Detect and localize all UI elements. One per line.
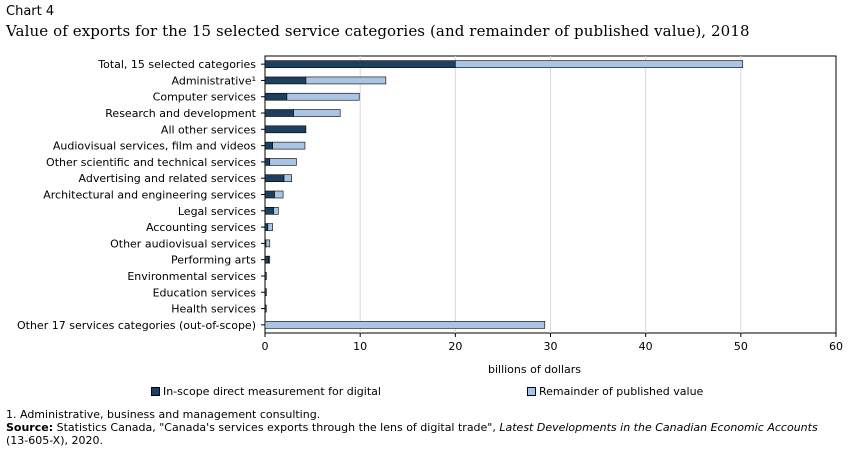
y-category-label: Performing arts xyxy=(171,254,256,267)
y-category-label: Education services xyxy=(153,286,257,299)
legend-swatch-remainder xyxy=(527,387,536,396)
bar-remainder xyxy=(286,92,360,101)
y-category-label: Research and development xyxy=(105,107,256,120)
x-tick-label: 50 xyxy=(734,340,748,353)
y-category-label: Other 17 services categories (out-of-sco… xyxy=(17,319,256,332)
bar-remainder xyxy=(293,109,341,117)
legend-label-remainder: Remainder of published value xyxy=(539,385,704,398)
bar-in-scope xyxy=(264,190,275,199)
bar-remainder xyxy=(305,76,387,85)
bar-in-scope xyxy=(264,60,456,68)
source-line: Source: Statistics Canada, "Canada's ser… xyxy=(6,421,846,434)
bar-remainder xyxy=(272,141,306,150)
bar-in-scope xyxy=(264,76,307,85)
bar-in-scope xyxy=(264,174,285,183)
catalogue-number: (13-605-X), 2020. xyxy=(6,434,103,447)
bar-remainder xyxy=(265,288,267,297)
publication-title: Latest Developments in the Canadian Econ… xyxy=(499,421,818,434)
bar-remainder xyxy=(265,304,267,313)
y-category-label: All other services xyxy=(161,123,256,136)
x-tick-label: 30 xyxy=(544,340,558,353)
y-category-label: Advertising and related services xyxy=(79,172,257,185)
bar-remainder xyxy=(268,255,271,264)
y-category-label: Architectural and engineering services xyxy=(43,189,256,202)
bar-in-scope xyxy=(264,92,288,101)
y-category-label: Other audiovisual services xyxy=(110,237,256,250)
footnote-1: 1. Administrative, business and manageme… xyxy=(6,408,321,421)
legend-label-in-scope: In-scope direct measurement for digital xyxy=(163,385,381,398)
x-tick-label: 60 xyxy=(829,340,843,353)
x-tick-label: 40 xyxy=(639,340,653,353)
bar-remainder xyxy=(264,321,546,329)
x-tick-label: 0 xyxy=(262,340,269,353)
chart-title: Value of exports for the 15 selected ser… xyxy=(6,22,750,40)
bar-in-scope xyxy=(264,223,269,231)
bar-chart: 0 10 20 30 40 50 60 billions of dollars Total, 1… xyxy=(17,55,843,376)
y-category-label: Environmental services xyxy=(127,270,256,283)
legend-swatch-in-scope xyxy=(151,387,160,396)
x-tick-label: 20 xyxy=(448,340,462,353)
y-category-label: Accounting services xyxy=(146,221,256,234)
bar-remainder xyxy=(269,158,297,166)
bar-remainder xyxy=(455,60,744,68)
bar-in-scope xyxy=(264,141,273,150)
bar-remainder xyxy=(283,174,292,183)
legend-item-remainder: Remainder of published value xyxy=(527,385,703,398)
x-tick-label: 10 xyxy=(353,340,367,353)
y-category-label: Legal services xyxy=(178,205,256,218)
y-category-label: Health services xyxy=(171,303,256,316)
bar-remainder xyxy=(265,239,271,248)
y-category-label: Audiovisual services, film and videos xyxy=(53,140,256,153)
bar-remainder xyxy=(267,223,273,231)
source-text: Statistics Canada, "Canada's services ex… xyxy=(53,421,500,434)
bar-remainder xyxy=(274,190,284,199)
y-category-label: Other scientific and technical services xyxy=(46,156,256,169)
y-category-label: Total, 15 selected categories xyxy=(97,58,256,71)
y-category-label: Computer services xyxy=(153,91,257,104)
source-label: Source: xyxy=(6,421,54,434)
bar-in-scope xyxy=(264,158,271,166)
chart-label: Chart 4 xyxy=(6,4,55,19)
footnotes: 1. Administrative, business and manageme… xyxy=(6,408,846,447)
bar-in-scope xyxy=(264,255,270,264)
bar-in-scope xyxy=(264,125,307,134)
bar-remainder xyxy=(265,272,267,280)
legend-item-in-scope: In-scope direct measurement for digital xyxy=(151,385,381,398)
y-category-label: Administrative¹ xyxy=(172,74,256,87)
x-axis-label: billions of dollars xyxy=(488,363,581,376)
bar-in-scope xyxy=(264,206,274,215)
bar-remainder xyxy=(273,206,279,215)
bar-in-scope xyxy=(264,109,294,117)
